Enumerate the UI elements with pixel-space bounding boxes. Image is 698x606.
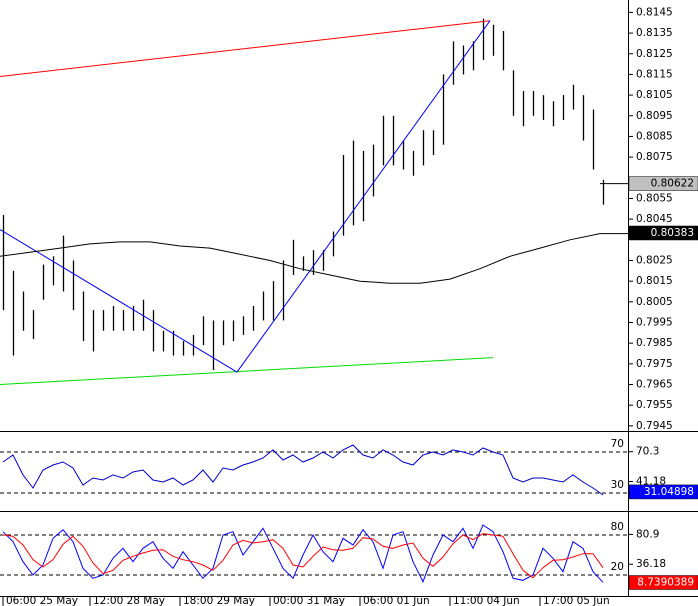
x-tick-label: 12:00 28 May [93, 595, 165, 606]
y-tick-label: 0.8025 [636, 254, 673, 266]
y-tick-label: 0.7995 [636, 317, 673, 329]
x-tick-label: 11:00 04 Jun [453, 595, 520, 606]
y-tick-label: 70.3 [636, 446, 659, 458]
x-tick-label: 00:00 31 May [273, 595, 345, 606]
y-tick-label: 36.18 [636, 558, 666, 570]
level-label: 30 [611, 479, 624, 491]
y-tick-label: 0.8045 [636, 213, 673, 225]
overlay-line [0, 20, 491, 77]
indicator-line [2, 444, 604, 496]
y-tick-label: 0.8005 [636, 296, 673, 308]
y-tick-label: 0.8135 [636, 27, 673, 39]
y-tick-label: 0.8075 [636, 151, 673, 163]
y-tick-label: 0.8095 [636, 110, 673, 122]
indicator-line [2, 533, 604, 579]
y-tick-label: 0.7985 [636, 337, 673, 349]
y-tick-label: 0.8055 [636, 192, 673, 204]
value-marker-label: 0.80622 [651, 178, 694, 190]
overlay-line [0, 20, 491, 373]
level-label: 70 [611, 438, 624, 450]
y-tick-label: 0.8015 [636, 275, 673, 287]
y-tick-label: 0.7945 [636, 420, 673, 432]
x-tick-label: 06:00 01 Jun [363, 595, 430, 606]
y-tick-label: 0.8105 [636, 89, 673, 101]
value-marker [628, 225, 698, 241]
overlay-line [0, 233, 628, 284]
y-tick-label: 41.18 [636, 476, 666, 488]
y-tick-label: 0.8085 [636, 130, 673, 142]
value-marker [628, 176, 698, 191]
overlay-line [0, 357, 494, 385]
y-tick-label: 0.7955 [636, 399, 673, 411]
value-marker [628, 484, 698, 500]
level-label: 80 [611, 521, 624, 533]
y-tick-label: 0.8125 [636, 48, 673, 60]
value-marker [628, 575, 698, 590]
x-tick-label: 17:00 05 Jun [543, 595, 610, 606]
y-tick-label: 80.9 [636, 528, 659, 540]
value-marker-label: 31.04898 [644, 486, 694, 498]
y-tick-label: 0.8115 [636, 68, 673, 80]
y-tick-label: 0.8145 [636, 6, 673, 18]
level-label: 20 [611, 561, 624, 573]
value-marker-label: 0.80383 [651, 227, 694, 239]
value-marker-label: 8.7390389 [637, 577, 694, 589]
x-tick-label: 18:00 29 May [183, 595, 255, 606]
indicator-line [2, 524, 604, 583]
x-tick-label: 06:00 25 May [6, 595, 78, 606]
y-tick-label: 0.7975 [636, 358, 673, 370]
y-tick-label: 0.7965 [636, 379, 673, 391]
